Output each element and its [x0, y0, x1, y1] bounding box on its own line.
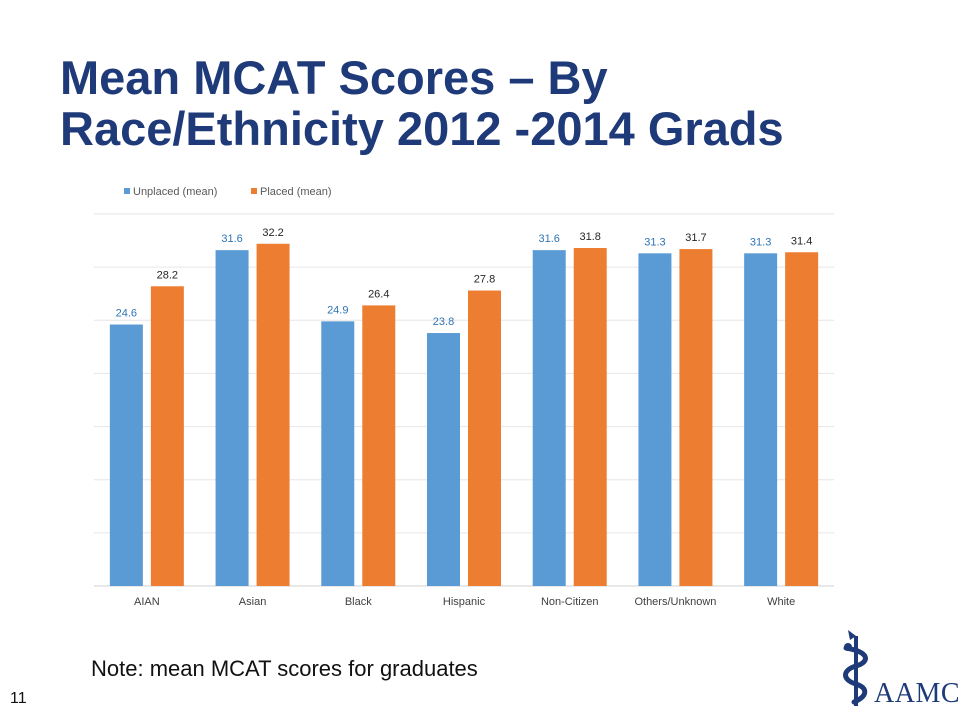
x-tick-label: Non-Citizen	[541, 596, 598, 608]
caduceus-icon	[843, 630, 868, 706]
chart-gridlines	[94, 213, 834, 587]
bar-placed	[468, 290, 501, 586]
data-label: 28.2	[157, 269, 178, 281]
slide-title-line-1: Mean MCAT Scores – By	[60, 51, 608, 104]
data-label: 31.8	[580, 231, 601, 243]
bar-unplaced	[109, 324, 143, 586]
bar-unplaced	[638, 253, 672, 586]
bar-placed	[573, 248, 607, 587]
data-label: 27.8	[474, 274, 495, 286]
legend-swatch	[251, 188, 257, 194]
data-label: 32.2	[262, 227, 283, 239]
chart-bars	[109, 243, 819, 587]
data-label: 31.3	[750, 236, 771, 248]
data-label: 31.7	[685, 232, 706, 244]
bar-placed	[785, 252, 819, 586]
data-label: 24.9	[327, 304, 348, 316]
chart-data-labels: 24.6 28.2 31.6 32.2 24.9 26.4 23.8 27.8 31.6 31.8…	[116, 227, 813, 328]
bar-placed	[679, 249, 713, 586]
logo-text: AAMC	[874, 678, 960, 709]
bar-unplaced	[321, 321, 355, 586]
x-tick-label: Black	[345, 596, 372, 608]
data-label: 31.4	[791, 235, 812, 247]
bar-unplaced	[427, 333, 460, 586]
data-label: 31.3	[644, 236, 665, 248]
bar-unplaced	[215, 250, 249, 586]
bar-placed	[362, 305, 396, 586]
page-number: 11	[10, 690, 27, 707]
bar-chart: Unplaced (mean) Placed (mean) 24.6 28.2 31.…	[94, 186, 834, 608]
data-label: 23.8	[433, 316, 454, 328]
data-label: 31.6	[221, 233, 242, 245]
chart-x-ticks: AIAN Asian Black Hispanic Non-Citizen Others/…	[134, 596, 795, 608]
bar-placed	[150, 286, 184, 586]
data-label: 31.6	[539, 233, 560, 245]
aamc-logo: AAMC	[838, 630, 960, 710]
x-tick-label: Others/Unknown	[634, 596, 716, 608]
bar-unplaced	[532, 250, 566, 586]
slide-title: Mean MCAT Scores – By Race/Ethnicity 201…	[60, 52, 940, 154]
legend-label: Unplaced (mean)	[133, 186, 217, 198]
x-tick-label: Hispanic	[443, 596, 486, 608]
legend-label: Placed (mean)	[260, 186, 332, 198]
data-label: 26.4	[368, 288, 389, 300]
bar-placed	[256, 243, 290, 586]
slide-title-line-2: Race/Ethnicity 2012 -2014 Grads	[60, 102, 784, 155]
footnote: Note: mean MCAT scores for graduates	[91, 656, 478, 681]
data-label: 24.6	[116, 308, 137, 320]
legend-swatch	[124, 188, 130, 194]
x-tick-label: White	[767, 596, 795, 608]
bar-unplaced	[744, 253, 778, 586]
x-tick-label: AIAN	[134, 596, 160, 608]
x-tick-label: Asian	[239, 596, 267, 608]
chart-legend: Unplaced (mean) Placed (mean)	[124, 186, 332, 198]
